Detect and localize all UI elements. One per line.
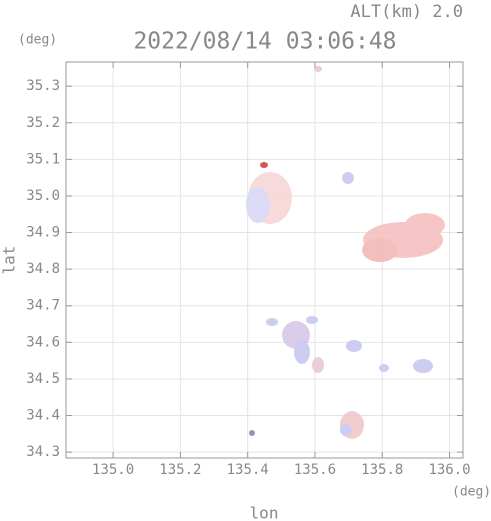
plot-frame [65, 61, 464, 459]
y-tick-label: 35.3 [26, 78, 60, 94]
y-axis-label: lat [0, 246, 19, 275]
subtitle: ALT(km) 2.0 [350, 2, 463, 22]
y-unit: (deg) [18, 33, 57, 48]
y-tick-label: 34.4 [26, 408, 60, 424]
x-tick-label: 135.0 [92, 462, 134, 478]
y-tick-label: 34.5 [26, 371, 60, 387]
x-tick-label: 135.6 [294, 462, 336, 478]
x-unit: (deg) [452, 485, 491, 500]
x-tick-label: 135.4 [227, 462, 269, 478]
y-tick-label: 34.8 [26, 261, 60, 277]
y-tick-label: 35.2 [26, 115, 60, 131]
y-tick-label: 34.6 [26, 334, 60, 350]
x-tick-label: 135.2 [159, 462, 201, 478]
radar-echoes [246, 66, 445, 439]
grid [66, 62, 463, 458]
y-tick-label: 34.3 [26, 444, 60, 460]
y-tick-label: 34.7 [26, 298, 60, 314]
x-tick-label: 136.0 [428, 462, 470, 478]
y-tick-label: 34.9 [26, 225, 60, 241]
chart-title: 2022/08/14 03:06:48 [133, 29, 396, 55]
x-tick-label: 135.8 [361, 462, 403, 478]
y-tick-label: 35.0 [26, 188, 60, 204]
x-axis-label: lon [250, 504, 279, 521]
y-tick-label: 35.1 [26, 151, 60, 167]
